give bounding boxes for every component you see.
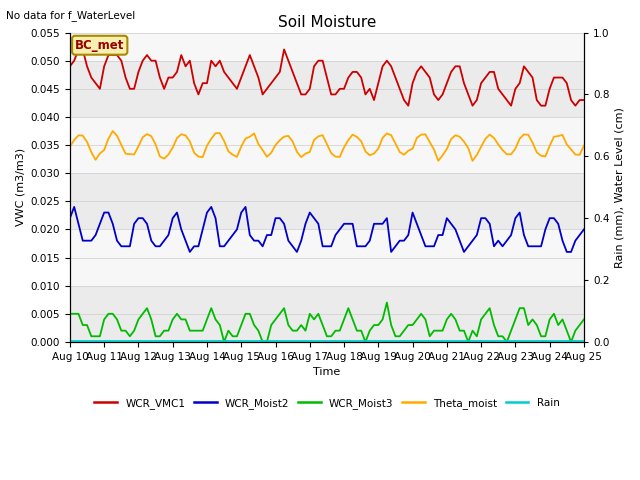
Legend: WCR_VMC1, WCR_Moist2, WCR_Moist3, Theta_moist, Rain: WCR_VMC1, WCR_Moist2, WCR_Moist3, Theta_… [90,394,564,413]
Bar [70,173,584,229]
Title: Soil Moisture: Soil Moisture [278,15,376,30]
Text: No data for f_WaterLevel: No data for f_WaterLevel [6,10,136,21]
Bar [70,4,584,60]
Text: BC_met: BC_met [75,39,124,52]
Bar [70,286,584,342]
Bar [70,60,584,117]
Y-axis label: Rain (mm), Water Level (cm): Rain (mm), Water Level (cm) [615,107,625,268]
Bar [70,229,584,286]
Bar [70,117,584,173]
X-axis label: Time: Time [314,367,340,377]
Y-axis label: VWC (m3/m3): VWC (m3/m3) [15,148,25,226]
